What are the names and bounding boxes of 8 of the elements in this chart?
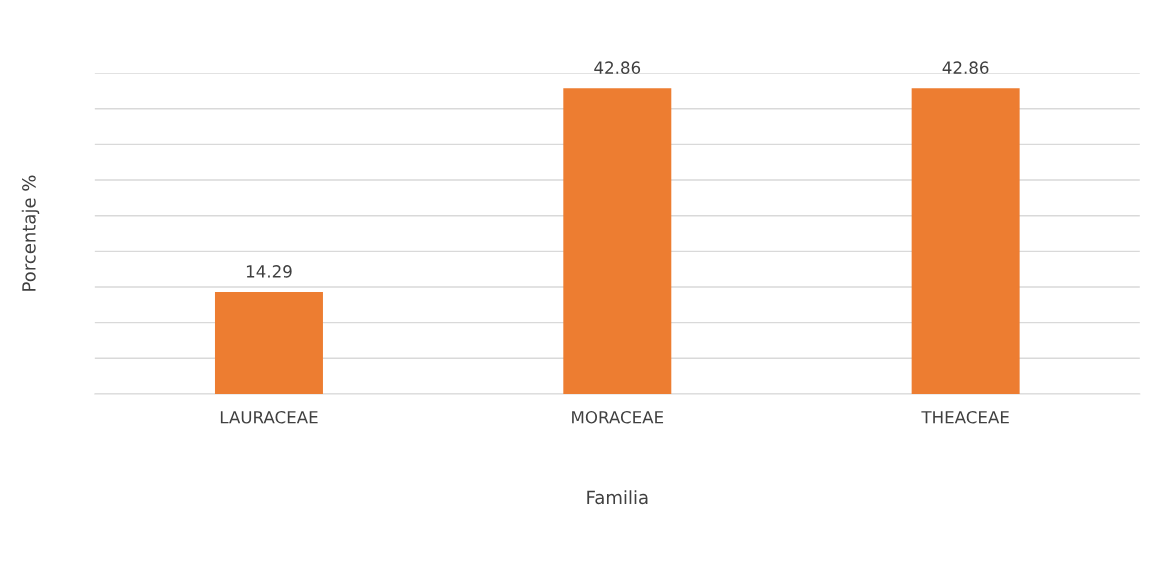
y-axis-title: Porcentaje %: [21, 175, 40, 291]
data-label: 42.86: [942, 61, 989, 74]
x-axis-title: Familia: [587, 490, 648, 505]
x-tick-label: MORACEAE: [572, 410, 664, 424]
x-tick-label: LAURACEAE: [220, 410, 318, 424]
data-label: 14.29: [246, 265, 292, 278]
x-tick-label: THEACEAE: [921, 410, 1009, 424]
data-label: 42.86: [594, 61, 641, 74]
